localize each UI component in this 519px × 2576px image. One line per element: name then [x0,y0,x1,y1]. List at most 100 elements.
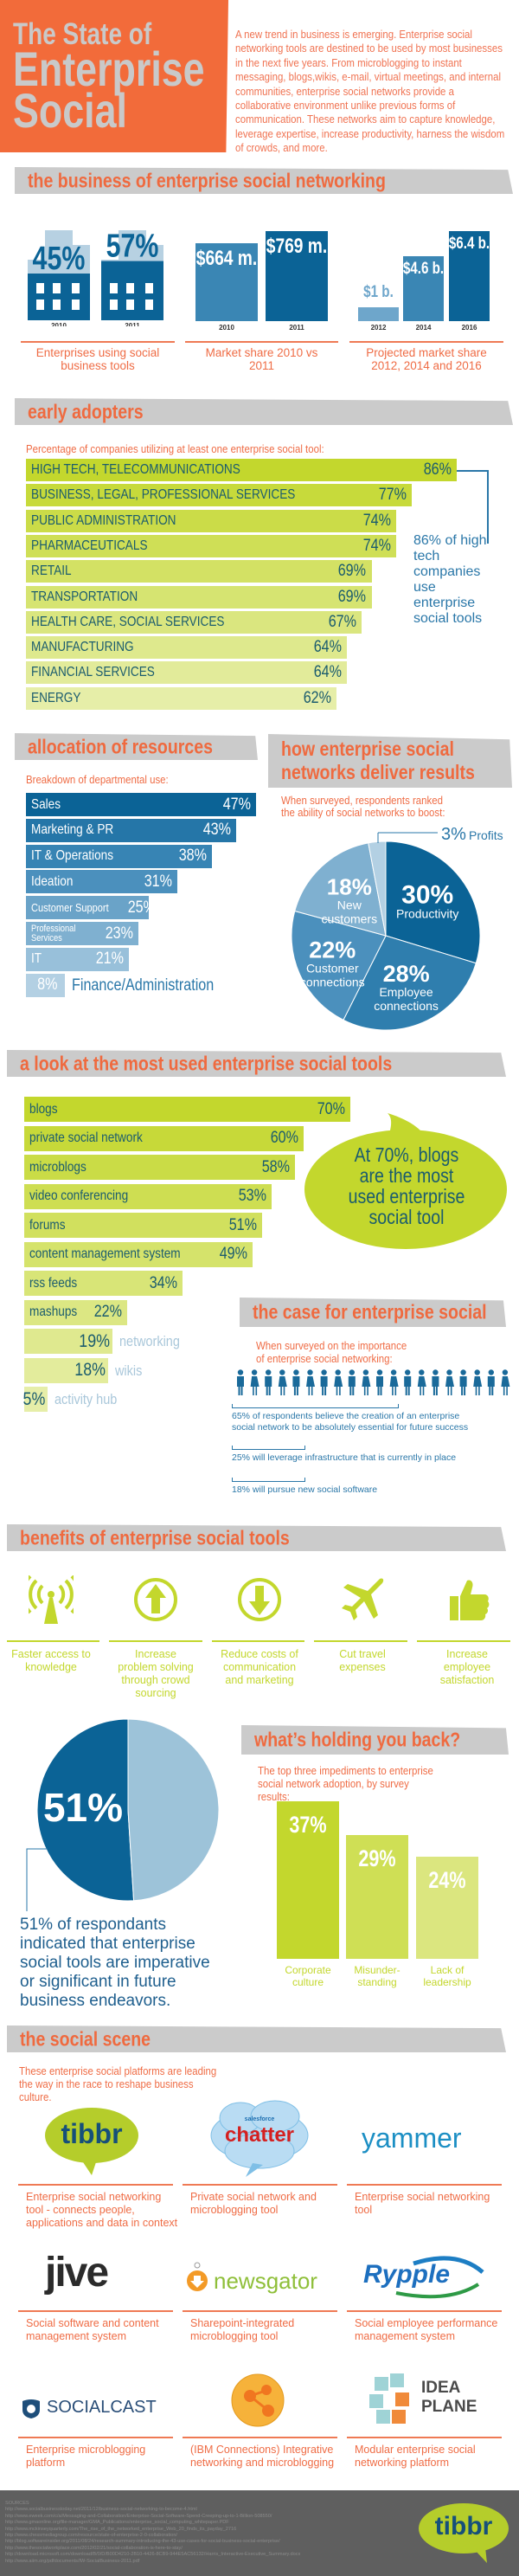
tibbr-footer-logo[interactable]: tibbr [418,2502,509,2563]
building-window [110,299,118,310]
source-link[interactable]: http://www.thesocialworkplace.com/2012/0… [5,2545,183,2551]
section-title: a look at the most used enterprise socia… [20,1052,393,1074]
title-line-1: The State of [13,17,152,51]
bar-row: IT & Operations 38% [26,844,213,868]
bar-value: 53% [238,1187,266,1205]
yammer-logo[interactable]: yammer [362,2122,491,2157]
bar-value: 62% [303,688,331,707]
buildings-chart: 45% 2010 57% 2011 [28,228,163,326]
logo-text: SOCIALCAST [47,2398,157,2417]
bar-row: rss feeds 34% [24,1271,183,1296]
chart-caption: Projected market share 2012, 2014 and 20… [366,346,487,372]
bar-label-outside: activity hub [54,1391,118,1407]
tibbr-logo[interactable]: tibbr [43,2106,140,2175]
head [251,1369,258,1375]
bar-value: 49% [219,1245,248,1263]
female-person-icon [501,1369,510,1395]
people-icons [237,1369,510,1395]
bar-label: video conferencing [29,1188,129,1203]
divider-line [109,1640,202,1642]
source-link[interactable]: http://blog.softwareinsider.org/2011/08/… [5,2539,280,2545]
pie-value-label: 51% [43,1785,123,1830]
bar-label: Marketing & PR [31,822,114,838]
body [459,1376,467,1395]
pie-value-label: 18% [327,873,372,899]
bar-value: 67% [328,612,356,631]
arrow-down-circle-icon [237,1575,282,1624]
imperative-text: 51% of respondants indicated that enterp… [20,1916,210,2010]
body [265,1376,272,1395]
pie-slice-label: New [337,898,362,911]
section-header-case: the case for enterprise social [240,1298,506,1327]
section-title: early adopters [28,400,144,422]
socialcast-logo[interactable]: SOCIALCAST [21,2396,172,2422]
antenna-icon [21,1575,81,1624]
airplane-icon [340,1575,385,1624]
year-label: 2011 [289,324,304,332]
body [278,1376,287,1395]
section-title: how enterprise social networks deliver r… [281,737,475,783]
source-link[interactable]: http://www.socialbusinesstoday.net/2011/… [5,2507,197,2513]
pie-slice-label: connections [374,999,439,1013]
building-value-label: 57% [106,228,159,264]
bar-label: mashups [29,1304,78,1319]
bar [195,243,258,321]
results-pie-chart: 30%Productivity28%Employeeconnections22%… [291,825,503,1031]
pie-slice-label: Profits [469,828,503,842]
source-link[interactable]: http://www.gmaonline.org/file-manager/GM… [5,2520,229,2526]
holding-back-subtitle: The top three impediments to enterprise … [258,1764,433,1803]
head [335,1369,341,1375]
ideaplane-logo[interactable]: IDEA PLANE [368,2372,480,2428]
source-link[interactable]: http://www.eweek.com/c/a/Messaging-and-C… [5,2513,272,2519]
bar-row: RETAIL 69% [26,560,372,583]
pie-slice [368,840,387,937]
source-link[interactable]: http://www.chessmediagroup.com/resource/… [5,2533,177,2539]
male-person-icon [376,1369,383,1395]
bar-row: MANUFACTURING 64% [26,636,347,660]
female-person-icon [417,1369,426,1395]
bar-value-label: $664 m. [195,247,258,271]
year-label: 2012 [370,324,387,332]
newsgator-logo[interactable]: newsgator [184,2261,331,2296]
bar-value: 8% [37,976,58,995]
building-window [36,299,44,310]
jive-logo[interactable]: jive [45,2249,144,2301]
male-person-icon [459,1369,467,1395]
benefit-label: Faster access to knowledge [11,1648,91,1673]
building-value-label: 45% [33,241,86,277]
body [417,1376,426,1395]
female-person-icon [250,1369,260,1395]
bar-label: HEALTH CARE, SOCIAL SERVICES [31,614,225,629]
speech-bubble [304,1113,507,1249]
bar-label: IT & Operations [31,848,114,864]
platform-description: Enterprise social networking tool [355,2191,490,2216]
bar-label: Professional Services [31,923,76,943]
pie-slice [291,910,387,1021]
female-person-icon [306,1369,315,1395]
bar-row: IT 21% [26,947,129,971]
bar-row: HEALTH CARE, SOCIAL SERVICES 67% [26,610,362,634]
body [334,1376,343,1395]
year-label: 2010 [51,322,67,326]
title-block: The State of Enterprise Social [0,0,228,152]
head [488,1369,494,1375]
bar-row: video conferencing 53% [24,1183,272,1209]
year-label: 2016 [461,324,477,332]
divider-line [417,1640,510,1642]
rypple-logo[interactable]: Rypple [362,2253,487,2301]
ibm-connections-logo[interactable] [231,2373,285,2427]
platform-description: Enterprise microblogging platform [26,2444,146,2469]
source-link[interactable]: http://download.microsoft.com/download/B… [5,2552,301,2558]
bar-value: 58% [261,1157,290,1176]
head [362,1369,369,1375]
source-link[interactable]: http://www.aiim.org/pdfdocuments/IW-Soci… [5,2558,140,2564]
chatter-logo[interactable]: salesforce chatter [208,2099,311,2177]
source-link[interactable]: http://www.mckinseyquarterly.com/The_ris… [5,2526,237,2532]
male-person-icon [487,1369,495,1395]
bar-category-label: Corporate culture [285,1964,331,1988]
bar-label: Sales [31,796,61,812]
bar-row: Customer Support 25% [26,896,156,920]
logo-text: yammer [362,2122,462,2154]
footer: SOURCES http://www.socialbusinesstoday.n… [0,2490,519,2576]
